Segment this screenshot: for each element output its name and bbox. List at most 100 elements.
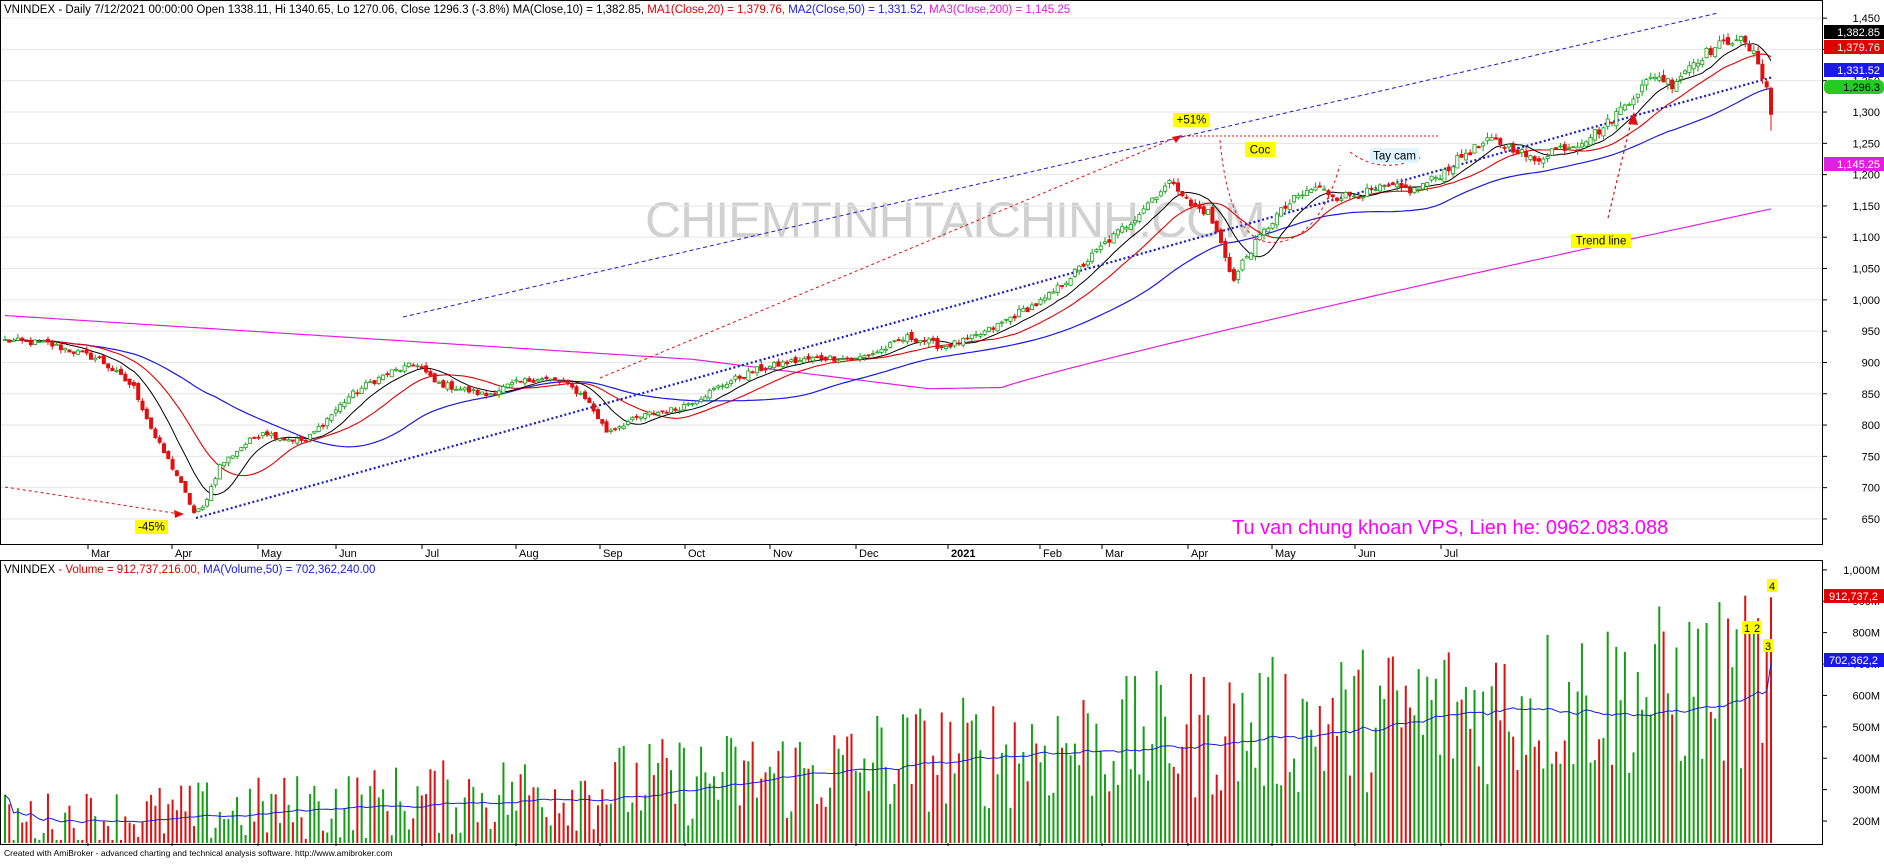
candle-body (1072, 268, 1077, 277)
candle-body (462, 387, 467, 391)
candle-body (870, 353, 875, 355)
volume-axis-label: 200M (1852, 816, 1880, 828)
candle-body (1292, 195, 1297, 203)
cup-handle-curve (1219, 139, 1341, 244)
candle-body (1021, 308, 1026, 312)
candle-body (643, 413, 648, 419)
candle-body (956, 342, 961, 345)
candle-body (634, 415, 639, 418)
candle-body (1562, 144, 1567, 151)
candle-body (1614, 111, 1619, 127)
candle-body (106, 363, 111, 369)
candle-body (449, 381, 454, 390)
x-axis-label: Jun (339, 548, 357, 560)
candle-body (50, 340, 55, 347)
candle-body (1485, 137, 1490, 142)
candle-body (595, 409, 600, 420)
annotation-box (1370, 148, 1419, 163)
candle-body (325, 418, 330, 427)
price-axis-label: 1,450 (1852, 13, 1880, 25)
candle-body (1446, 166, 1451, 172)
candle-body (604, 421, 609, 433)
candle-body (913, 338, 918, 343)
candle-body (565, 379, 570, 384)
candle-body (1549, 148, 1554, 156)
x-axis-label: Oct (688, 548, 705, 560)
ma200-line (4, 208, 1772, 390)
ma10-line (4, 43, 1772, 496)
candle-body (733, 375, 738, 380)
candle-body (1597, 129, 1602, 135)
candle-body (729, 380, 734, 384)
price-axis-label: 1,100 (1852, 232, 1880, 244)
candle-body (1296, 195, 1301, 199)
candle-body (1502, 147, 1507, 149)
candle-body (398, 370, 403, 372)
candle-body (7, 339, 12, 343)
candle-body (1176, 182, 1181, 192)
candle-body (1244, 256, 1249, 259)
candle-body (376, 376, 381, 384)
candle-body (591, 403, 596, 412)
last-value-label: 1,379.76 (1837, 42, 1880, 54)
annotation-label: Tay cam (1373, 151, 1416, 163)
volume-marker-label: 4 (1769, 581, 1775, 593)
y-axes: 650 700 750 800 850 900 950 1,000 1,050 1,100 1,15… (1822, 13, 1884, 828)
candle-body (1107, 239, 1112, 243)
candle-body (346, 396, 351, 404)
candle-body (1184, 196, 1189, 199)
candle-body (656, 412, 661, 416)
header-ma2: MA2(Close,50) = 1,331.52, (788, 4, 929, 16)
trend-line-arrow (1607, 117, 1633, 219)
candle-body (230, 455, 235, 459)
candle-body (1528, 155, 1533, 160)
candle-body (849, 357, 854, 361)
candle-body (1571, 146, 1576, 149)
candle-body (1390, 182, 1395, 186)
candle-body (1145, 202, 1150, 211)
candle-body (1313, 186, 1318, 191)
candle-body (1463, 152, 1468, 161)
candle-body (170, 459, 175, 470)
candle-body (1652, 76, 1657, 80)
price-axis-label: 850 (1862, 389, 1880, 401)
candle-body (1429, 175, 1434, 181)
candle-body (1416, 188, 1421, 191)
candle-body (149, 417, 154, 429)
candle-body (1304, 190, 1309, 196)
trend-line-arrowhead (1628, 112, 1638, 125)
candle-body (1193, 202, 1198, 207)
candle-body (316, 425, 321, 432)
candle-body (1468, 152, 1473, 156)
candle-body (1004, 318, 1009, 321)
candle-body (935, 338, 940, 349)
candle-body (922, 340, 927, 342)
last-value-box (1824, 40, 1884, 54)
candle-body (355, 392, 360, 395)
candle-body (1038, 299, 1043, 305)
candle-body (681, 404, 686, 411)
x-axis-label: Jul (425, 548, 439, 560)
candle-body (1721, 39, 1726, 42)
candle-body (1769, 87, 1774, 115)
candle-body (187, 493, 192, 505)
candle-body (647, 411, 652, 416)
candle-body (1102, 241, 1107, 244)
candle-body (952, 340, 957, 347)
annotation-label: +51% (1177, 115, 1207, 127)
candle-body (1167, 180, 1172, 184)
volume-last-value-box (1824, 589, 1884, 603)
candle-body (982, 330, 987, 335)
candle-body (1579, 143, 1584, 148)
candle-body (836, 360, 841, 363)
candle-body (1532, 156, 1537, 162)
candle-body (385, 373, 390, 376)
candle-body (991, 327, 996, 330)
ma20-line (4, 53, 1772, 477)
candle-body (290, 439, 295, 442)
candle-body (402, 365, 407, 372)
candle-body (1261, 228, 1266, 236)
volume-ma50-line (4, 663, 1772, 824)
candle-body (286, 439, 291, 442)
volume-bars: 1 23 4 (4, 579, 1777, 843)
